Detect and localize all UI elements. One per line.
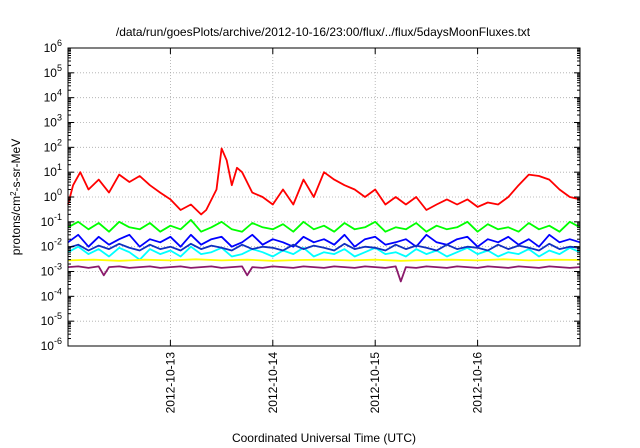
y-tick-label: 105 [44,63,62,80]
y-tick-exp: -1 [54,212,62,222]
series-line-2 [67,218,581,233]
y-axis-label-sup: 2 [9,191,18,196]
series-line-7 [67,265,581,283]
series-line-4 [67,233,581,248]
y-tick-label: 106 [44,38,62,55]
y-tick-base: 10 [44,165,58,179]
y-axis-label-base: protons/cm [9,196,23,255]
y-tick-exp: 1 [57,162,62,172]
y-tick-label: 10-4 [41,286,62,303]
y-axis-label: protons/cm2-s-sr-MeV [9,139,24,255]
y-tick-label: 10-2 [41,237,62,254]
y-tick-exp: -6 [54,336,62,346]
y-tick-exp: 6 [57,38,62,48]
y-tick-base: 10 [44,41,58,55]
y-tick-exp: -5 [54,311,62,321]
y-tick-base: 10 [41,240,55,254]
y-axis-ticks: 10-610-510-410-310-210-11001011021031041… [41,38,580,353]
y-tick-label: 10-3 [41,262,62,279]
series-line-3 [67,245,581,261]
x-tick-label: 2012-10-16 [471,352,485,414]
x-tick-label: 2012-10-15 [368,352,382,414]
y-tick-label: 104 [44,88,62,105]
y-tick-base: 10 [44,190,58,204]
y-tick-label: 101 [44,162,62,179]
y-tick-exp: 5 [57,63,62,73]
y-tick-base: 10 [44,116,58,130]
y-tick-label: 103 [44,113,62,130]
series-line-1 [67,147,581,216]
y-tick-base: 10 [41,339,55,353]
y-tick-label: 100 [44,187,62,204]
y-axis-label-rest: -s-sr-MeV [9,139,23,192]
y-tick-label: 10-6 [41,336,62,353]
y-tick-exp: 3 [57,113,62,123]
y-tick-label: 10-5 [41,311,62,328]
y-tick-exp: -4 [54,286,62,296]
y-tick-label: 10-1 [41,212,62,229]
series-line-5 [67,242,581,252]
y-tick-base: 10 [44,140,58,154]
x-tick-label: 2012-10-13 [163,352,177,414]
y-tick-base: 10 [41,289,55,303]
x-axis-ticks: 2012-10-13 2012-10-14 2012-10-15 2012-10-16 [163,48,485,414]
y-tick-exp: -3 [54,262,62,272]
chart-title: /data/run/goesPlots/archive/2012-10-16/2… [116,25,531,39]
y-tick-base: 10 [41,265,55,279]
y-tick-base: 10 [44,66,58,80]
y-tick-label: 102 [44,137,62,154]
x-tick-label: 2012-10-14 [266,352,280,414]
series-line-6 [67,258,581,262]
y-tick-base: 10 [41,314,55,328]
y-tick-exp: 4 [57,88,62,98]
y-tick-exp: 2 [57,137,62,147]
y-tick-exp: 0 [57,187,62,197]
y-tick-exp: -2 [54,237,62,247]
y-tick-base: 10 [41,215,55,229]
series-layer [67,147,581,283]
y-tick-base: 10 [44,91,58,105]
x-axis-label: Coordinated Universal Time (UTC) [232,431,416,445]
